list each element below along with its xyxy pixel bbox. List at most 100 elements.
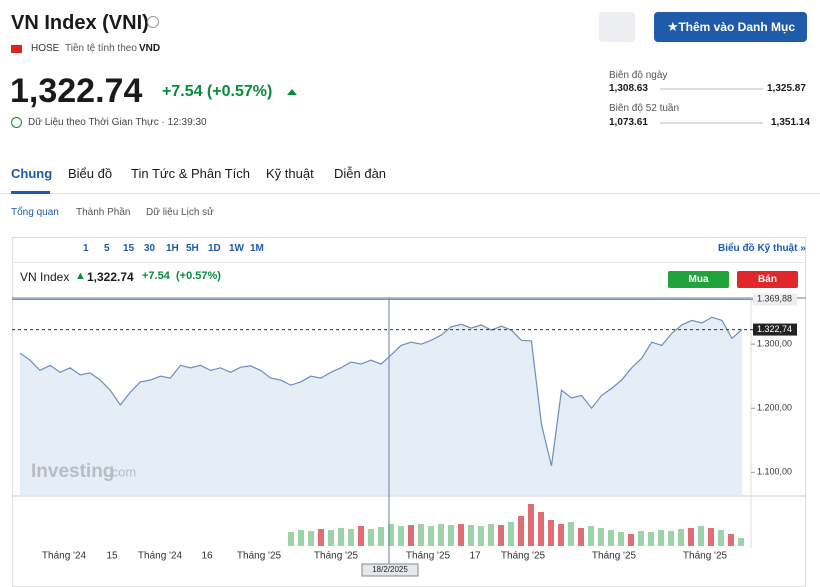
- interval[interactable]: 5: [104, 243, 110, 254]
- volume-bar: [738, 538, 744, 546]
- sell-button[interactable]: Bán: [737, 271, 798, 288]
- volume-bar: [508, 522, 514, 546]
- x-tick-label: 16: [201, 551, 213, 562]
- area-fill: [20, 317, 742, 496]
- volume-bar: [488, 524, 494, 546]
- active-tab-bar: [11, 191, 50, 194]
- price: 1,322.74: [10, 72, 143, 110]
- interval[interactable]: 1D: [208, 243, 221, 254]
- tab[interactable]: Kỹ thuật: [266, 166, 314, 181]
- interval[interactable]: 15: [123, 243, 135, 254]
- volume-bar: [548, 520, 554, 546]
- watermark-suffix: .com: [108, 464, 136, 479]
- x-tick-label: Tháng '24: [42, 551, 87, 562]
- x-tick-label: Tháng '25: [406, 551, 451, 562]
- date-tooltip: 18/2/2025: [372, 565, 408, 574]
- volume-bar: [648, 532, 654, 546]
- up-arrow: [287, 89, 297, 95]
- x-tick-label: Tháng '25: [501, 551, 546, 562]
- x-tick-label: 17: [469, 551, 481, 562]
- interval[interactable]: 1: [83, 243, 89, 254]
- x-tick-label: Tháng '25: [237, 551, 282, 562]
- volume-bar: [478, 526, 484, 546]
- volume-bar: [688, 528, 694, 546]
- tab[interactable]: Tin Tức & Phân Tích: [131, 166, 251, 181]
- volume-bar: [328, 530, 334, 546]
- interval[interactable]: 1W: [229, 243, 244, 254]
- range-low: 1,308.63: [609, 83, 648, 94]
- volume-bar: [438, 524, 444, 546]
- subtab[interactable]: Thành Phần: [76, 207, 131, 218]
- range-label: Biên độ ngày: [609, 70, 668, 81]
- volume-bar: [338, 528, 344, 546]
- volume-bar: [668, 531, 674, 546]
- volume-bar: [608, 530, 614, 546]
- volume-bar: [578, 528, 584, 546]
- volume-bar: [498, 525, 504, 546]
- volume-bar: [638, 531, 644, 546]
- high-label-bg: [753, 293, 797, 306]
- volume-bar: [658, 530, 664, 546]
- info-icon[interactable]: [147, 16, 159, 28]
- volume-bar: [348, 529, 354, 546]
- volume-bar: [308, 531, 314, 546]
- x-tick-label: Tháng '24: [138, 551, 183, 562]
- volume-bar: [288, 532, 294, 546]
- volume-bar: [708, 528, 714, 546]
- volume-bar: [518, 516, 524, 546]
- range-high: 1,325.87: [767, 83, 806, 94]
- subtab[interactable]: Dữ liệu Lịch sử: [146, 207, 214, 218]
- realtime: Dữ Liệu theo Thời Gian Thực · 12:39:30: [28, 117, 207, 128]
- interval[interactable]: 1M: [250, 243, 264, 254]
- x-tick-label: Tháng '25: [314, 551, 359, 562]
- volume-bar: [558, 524, 564, 546]
- flag: [11, 45, 22, 53]
- subtab[interactable]: Tổng quan: [11, 207, 59, 218]
- legend-percent: (+0.57%): [176, 270, 221, 282]
- legend-arrow: ▲: [75, 270, 86, 282]
- range-label: Biên độ 52 tuần: [609, 103, 680, 114]
- change: +7.54 (+0.57%): [162, 83, 273, 100]
- tab[interactable]: Biểu đồ: [68, 166, 113, 181]
- volume-bar: [528, 504, 534, 546]
- range-bar: [660, 88, 763, 90]
- clock-icon: [11, 117, 22, 128]
- volume-bar: [398, 526, 404, 546]
- watermark: Investing: [31, 461, 114, 482]
- volume-bar: [568, 522, 574, 546]
- watchlist-button[interactable]: Thêm vào Danh Mục: [654, 12, 807, 42]
- star-icon: ★: [667, 19, 679, 34]
- price-line: [19, 316, 743, 467]
- current-label-bg: [753, 323, 797, 336]
- alert-button[interactable]: [599, 12, 635, 42]
- volume-bar: [378, 527, 384, 546]
- volume-bar: [368, 529, 374, 546]
- interval[interactable]: 5H: [186, 243, 199, 254]
- interval[interactable]: 30: [144, 243, 156, 254]
- currency-label: Tiền tệ tính theo: [65, 43, 137, 54]
- interval[interactable]: 1H: [166, 243, 179, 254]
- legend-name: VN Index: [20, 270, 70, 284]
- toolbar-divider: [12, 262, 806, 263]
- y-tick-label: 1.300,00: [757, 339, 792, 349]
- technical-link[interactable]: Biểu đồ Kỹ thuật »: [718, 243, 806, 254]
- currency: VND: [139, 43, 161, 54]
- volume-bar: [448, 525, 454, 546]
- volume-bar: [728, 534, 734, 546]
- buy-button[interactable]: Mua: [668, 271, 729, 288]
- volume-bar: [358, 526, 364, 546]
- tab[interactable]: Chung: [11, 166, 53, 181]
- divider: [0, 193, 820, 194]
- x-tick-label: Tháng '25: [592, 551, 637, 562]
- volume-bar: [538, 512, 544, 546]
- volume-bar: [388, 524, 394, 546]
- tab[interactable]: Diễn đàn: [334, 166, 387, 181]
- y-tick-label: 1.100,00: [757, 467, 792, 477]
- volume-bar: [718, 530, 724, 546]
- volume-bar: [418, 524, 424, 546]
- exchange: HOSE: [31, 43, 60, 54]
- high-label: 1.369,88: [757, 294, 792, 304]
- title: VN Index (VNI): [11, 12, 149, 34]
